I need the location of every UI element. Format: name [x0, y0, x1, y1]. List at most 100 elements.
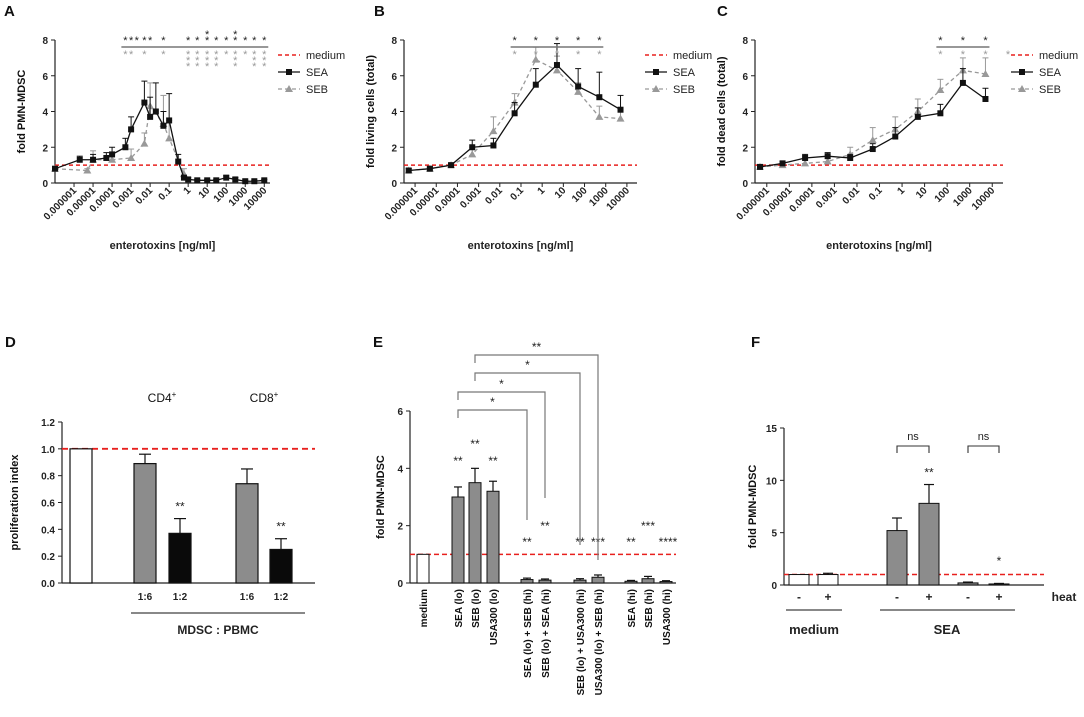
significance-star: * [214, 49, 219, 61]
significance-star: * [252, 35, 257, 47]
significance-label: ** [453, 454, 463, 468]
significance-star: * [512, 49, 517, 61]
significance-star: * [186, 55, 191, 67]
significance-star: * [214, 35, 219, 47]
bar [468, 482, 482, 584]
bracket-label: * [525, 358, 530, 372]
data-point [83, 166, 92, 174]
data-point [553, 62, 560, 69]
significance-label: ** [540, 519, 550, 533]
data-point [779, 160, 786, 167]
data-point [511, 110, 518, 117]
bracket-line [474, 372, 581, 545]
data-point [824, 153, 831, 160]
y-tick-label: 0 [397, 579, 403, 590]
x-tick-label: 0.001 [111, 185, 137, 211]
x-tick-label: 0.1 [157, 185, 175, 203]
panel-label: E [373, 334, 383, 351]
bar [624, 580, 638, 584]
data-point [213, 177, 220, 184]
significance-star: * [148, 35, 153, 47]
bar [486, 490, 500, 584]
legend-marker-sea [1019, 69, 1025, 75]
data-point [801, 159, 810, 167]
x-tick-label: 10 [914, 185, 930, 201]
bar [591, 576, 605, 584]
significance-star: * [224, 35, 229, 47]
significance-star: * [186, 35, 191, 47]
panel-f: F 0 5 10 15 fold PMN-MDSC - + - + ** - + * heat ns ns med… [747, 334, 1076, 637]
data-point [617, 106, 624, 113]
significance-star: * [1006, 49, 1011, 61]
y-tick-label: 0 [42, 179, 48, 190]
x-tick-label: 0.01 [483, 185, 505, 207]
series-sea [405, 43, 624, 174]
x-tick-label: 10000 [970, 185, 998, 213]
x-tick-label: 10000 [605, 185, 633, 213]
category-label: SEA (hi) [627, 589, 638, 628]
heat-sign: - [797, 590, 801, 604]
x-tick-label: 1 [536, 185, 548, 197]
group-label-text: CD4 [148, 391, 172, 405]
x-tick-label: 100 [933, 185, 953, 205]
bracket-label: * [490, 395, 495, 409]
data-point [147, 113, 154, 120]
y-tick-label: 6 [391, 72, 397, 83]
group-label: SEA [934, 622, 961, 637]
y-tick-label: 5 [771, 529, 777, 540]
data-point [574, 87, 583, 95]
comparison-bracket: ns [896, 431, 930, 453]
heat-sign: + [925, 590, 932, 604]
significance-star: * [129, 49, 134, 61]
significance-star: * [252, 49, 257, 61]
bar [451, 496, 465, 584]
y-tick-label: 2 [42, 143, 48, 154]
data-point [596, 94, 603, 101]
category-label: medium [419, 589, 430, 627]
y-tick-label: 6 [742, 72, 748, 83]
group-label-sup: + [274, 390, 279, 399]
significance-star: * [214, 55, 219, 67]
group-label: CD4+ [148, 390, 177, 405]
bar [988, 583, 1010, 586]
bar [168, 532, 192, 584]
data-point [175, 158, 182, 165]
bar [957, 582, 979, 586]
significance-star: * [576, 35, 581, 47]
significance-label: ** [924, 466, 934, 480]
data-point [981, 69, 990, 77]
significance-star: * [195, 55, 200, 67]
panel-label: A [4, 3, 15, 20]
y-tick-label: 4 [42, 108, 48, 119]
significance-star: * [123, 49, 128, 61]
series-line [759, 69, 986, 168]
significance-star: * [983, 49, 988, 61]
data-point [982, 95, 989, 102]
significance-star: * [262, 61, 267, 73]
significance-star: * [135, 35, 140, 47]
heat-label: heat [1052, 590, 1077, 604]
heat-sign: + [824, 590, 831, 604]
data-point [575, 83, 582, 90]
heat-sign: + [995, 590, 1002, 604]
x-tick-label: 0.0001 [788, 185, 818, 215]
y-tick-label: 4 [397, 464, 403, 475]
significance-star: * [938, 49, 943, 61]
legend-label: medium [1039, 50, 1078, 62]
data-point [204, 177, 211, 184]
y-tick-label: 15 [766, 424, 778, 435]
significance-star: * [555, 35, 560, 47]
x-axis-label: enterotoxins [ng/ml] [468, 240, 574, 252]
data-point [232, 176, 239, 183]
significance-star: * [142, 35, 147, 47]
data-point [141, 99, 148, 106]
data-point [868, 136, 877, 144]
significance-star: * [243, 49, 248, 61]
legend: medium SEA SEB [1011, 50, 1078, 96]
y-tick-label: 8 [42, 36, 48, 47]
category-label: SEB (lo) + USA300 (hi) [576, 589, 587, 695]
series-sea [757, 68, 989, 170]
bracket-label: * [499, 377, 504, 391]
legend-marker-sea [653, 69, 659, 75]
